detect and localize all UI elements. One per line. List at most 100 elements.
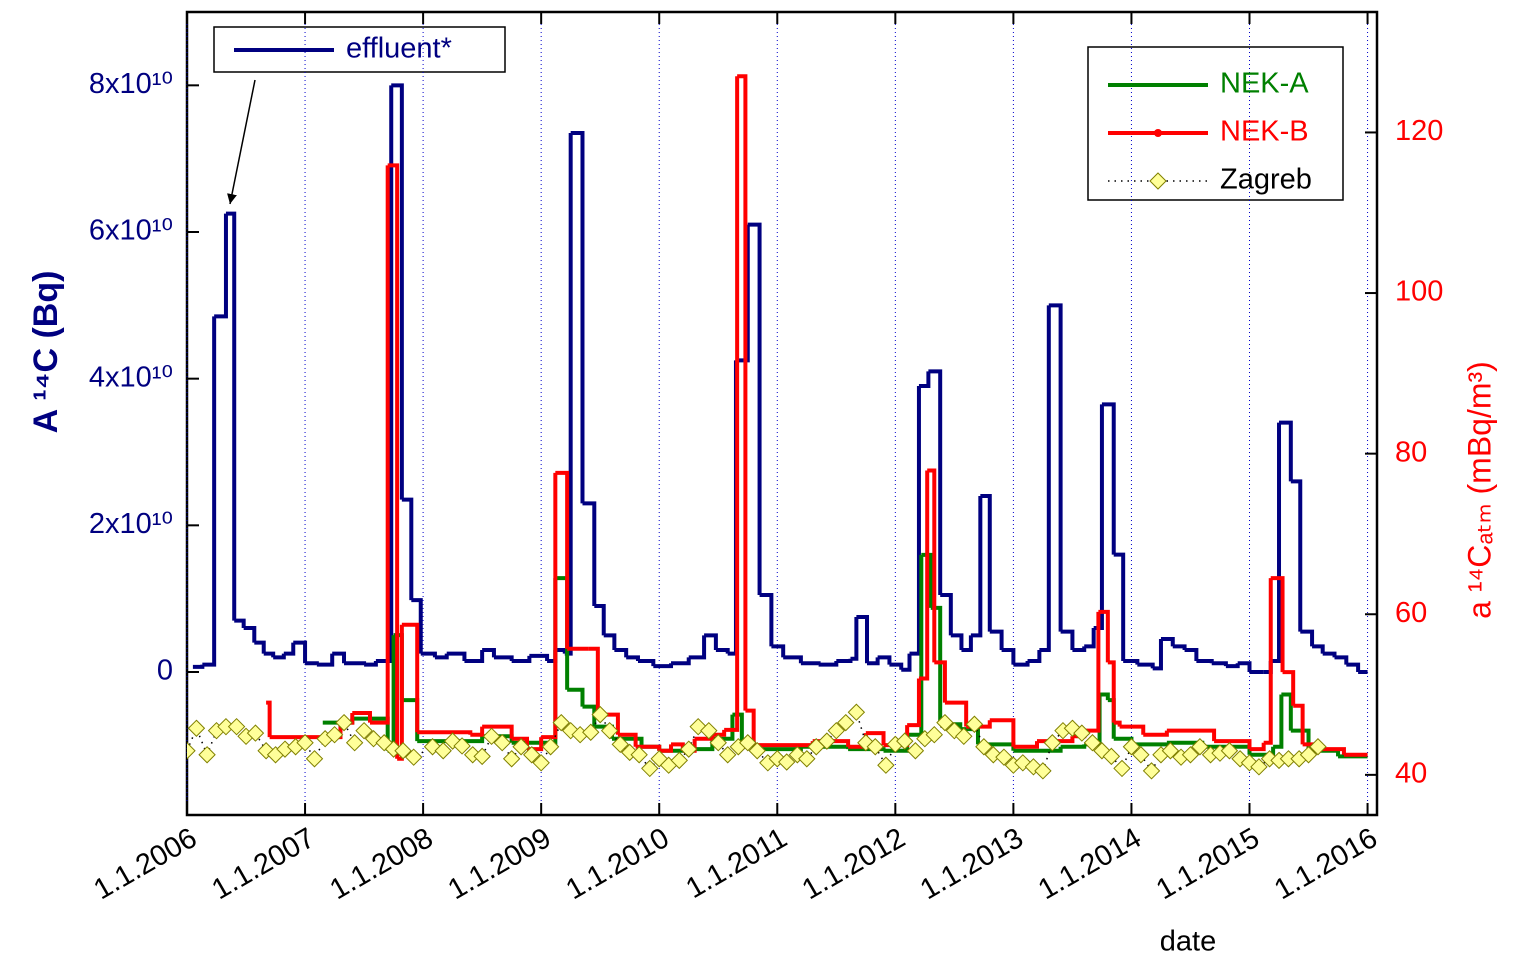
step-segment bbox=[907, 678, 921, 728]
step-segment bbox=[397, 624, 404, 761]
y2-tick-label: 60 bbox=[1395, 597, 1427, 629]
step-segment bbox=[989, 718, 1016, 747]
x-tick-label: 1.1.2006 bbox=[89, 822, 203, 906]
step-segment bbox=[1300, 629, 1315, 647]
y2-tick-label: 120 bbox=[1395, 115, 1443, 147]
step-segment bbox=[411, 598, 423, 654]
x-axis-label: date bbox=[1160, 926, 1216, 958]
diamond-marker bbox=[591, 705, 609, 724]
step-segment bbox=[989, 629, 1004, 650]
step-segment bbox=[1225, 663, 1240, 669]
step-segment bbox=[603, 633, 617, 650]
step-segment bbox=[921, 552, 933, 608]
step-segment bbox=[1290, 479, 1303, 632]
diamond-marker bbox=[768, 750, 786, 768]
diamond-marker bbox=[375, 734, 393, 752]
diamond-marker bbox=[984, 746, 1003, 764]
diamond-marker bbox=[1181, 746, 1200, 764]
step-segment bbox=[243, 626, 257, 643]
diamond-marker bbox=[512, 738, 530, 756]
step-segment bbox=[588, 646, 600, 715]
step-segment bbox=[283, 642, 296, 656]
diamond-marker bbox=[718, 746, 737, 764]
y-axis-label: A ¹⁴C (Bq) bbox=[27, 271, 65, 434]
diamond-marker bbox=[1142, 762, 1161, 780]
diamond-marker bbox=[778, 753, 796, 771]
diamond-marker bbox=[1220, 742, 1239, 760]
step-segment bbox=[1093, 404, 1104, 630]
step-segment bbox=[332, 651, 347, 664]
step-segment bbox=[214, 213, 228, 319]
step-segment bbox=[234, 618, 246, 628]
step-segment bbox=[1320, 747, 1346, 755]
step-segment bbox=[1270, 422, 1282, 663]
diamond-marker bbox=[670, 751, 688, 770]
step-segment bbox=[1072, 646, 1087, 652]
step-segment bbox=[934, 660, 947, 703]
diamond-marker bbox=[955, 727, 973, 746]
step-segment bbox=[401, 698, 420, 742]
legend-swatch-diamond bbox=[1149, 172, 1167, 190]
step-segment bbox=[688, 635, 707, 660]
diamond-marker bbox=[709, 734, 727, 752]
diamond-marker bbox=[1231, 750, 1249, 768]
y-tick-label: 8x10¹⁰ bbox=[89, 68, 173, 100]
y2-tick-label: 80 bbox=[1395, 436, 1427, 468]
step-segment bbox=[529, 653, 550, 661]
step-segment bbox=[1098, 609, 1110, 663]
legend-swatch-dot bbox=[1156, 83, 1160, 87]
diamond-marker bbox=[473, 747, 491, 766]
step-segment bbox=[614, 648, 629, 658]
step-segment bbox=[1131, 742, 1169, 747]
diamond-marker bbox=[739, 734, 757, 752]
step-segment bbox=[1237, 661, 1252, 672]
step-segment bbox=[594, 604, 606, 636]
y-tick-label: 0 bbox=[157, 655, 173, 687]
step-segment bbox=[493, 655, 514, 661]
step-segment bbox=[263, 651, 276, 658]
step-segment bbox=[401, 497, 414, 601]
legend-swatch-dot bbox=[282, 48, 286, 52]
x-tick-label: 1.1.2010 bbox=[561, 822, 675, 906]
y2-tick-label: 100 bbox=[1395, 276, 1443, 308]
x-tick-label: 1.1.2015 bbox=[1151, 822, 1265, 906]
step-segment bbox=[877, 655, 892, 665]
step-segment bbox=[401, 622, 420, 733]
diamond-marker bbox=[1309, 738, 1327, 756]
step-segment bbox=[464, 650, 485, 663]
step-segment bbox=[724, 76, 740, 732]
step-segment bbox=[1013, 741, 1039, 749]
diamond-marker bbox=[345, 734, 364, 752]
step-segment bbox=[1322, 651, 1337, 658]
diamond-marker bbox=[975, 738, 993, 756]
step-segment bbox=[980, 494, 992, 632]
step-segment bbox=[635, 744, 662, 751]
diamond-marker bbox=[198, 746, 216, 764]
diamond-marker bbox=[700, 721, 718, 740]
step-segment bbox=[567, 687, 585, 707]
diamond-marker bbox=[582, 723, 600, 741]
step-segment bbox=[950, 633, 964, 650]
step-segment bbox=[927, 468, 937, 663]
step-segment bbox=[889, 662, 904, 670]
step-segment bbox=[850, 617, 859, 661]
legend-box-right bbox=[1087, 46, 1344, 201]
step-segment bbox=[254, 640, 266, 654]
step-segment bbox=[737, 74, 748, 711]
diamond-marker bbox=[611, 735, 629, 754]
diamond-marker bbox=[305, 750, 324, 768]
diamond-marker bbox=[748, 742, 766, 760]
step-segment bbox=[1270, 576, 1285, 673]
step-segment bbox=[293, 640, 308, 664]
diamond-marker bbox=[837, 713, 855, 732]
step-segment bbox=[1166, 728, 1217, 742]
diamond-marker bbox=[1113, 759, 1131, 778]
step-segment bbox=[727, 360, 738, 656]
diamond-marker bbox=[404, 748, 423, 766]
diamond-marker bbox=[325, 725, 344, 744]
diamond-marker bbox=[600, 721, 619, 740]
diamond-marker bbox=[1063, 719, 1082, 737]
diamond-marker bbox=[1083, 734, 1102, 752]
